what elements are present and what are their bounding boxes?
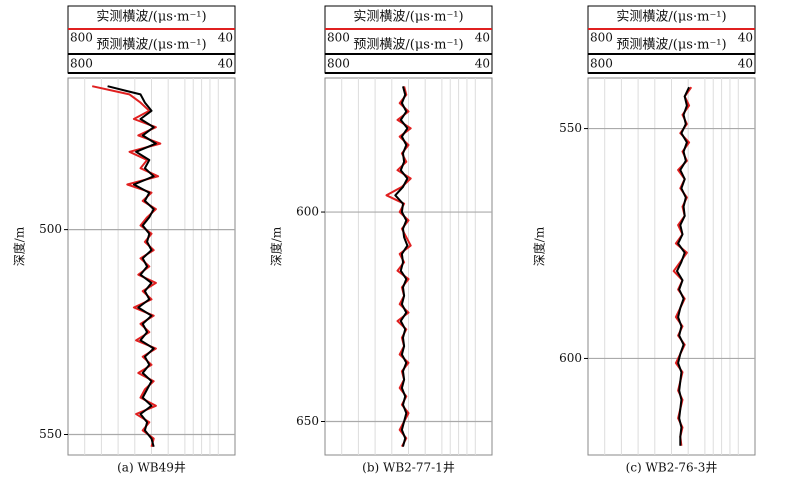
scale-left: 800 <box>327 57 350 71</box>
y-tick-label: 650 <box>296 414 319 428</box>
y-tick-label: 600 <box>296 205 319 219</box>
scale-left: 800 <box>70 57 93 71</box>
y-axis-label: 深度/m <box>12 226 27 266</box>
y-tick-label: 500 <box>39 222 62 236</box>
y-axis-label: 深度/m <box>269 226 284 266</box>
scale-right: 40 <box>218 57 233 71</box>
y-tick-label: 550 <box>559 121 582 135</box>
caption: (c) WB2-76-3井 <box>626 461 718 475</box>
legend-label: 实测横波/(μs·m⁻¹) <box>96 10 206 25</box>
log-curve <box>676 86 691 446</box>
scale-right: 40 <box>475 31 490 45</box>
scale-left: 800 <box>70 31 93 45</box>
y-axis-label: 深度/m <box>532 226 547 266</box>
legend-label: 预测横波/(μs·m⁻¹) <box>353 38 463 53</box>
legend-label: 实测横波/(μs·m⁻¹) <box>616 10 726 25</box>
scale-left: 800 <box>327 31 350 45</box>
scale-right: 40 <box>218 31 233 45</box>
legend-label: 预测横波/(μs·m⁻¹) <box>96 38 206 53</box>
log-curve <box>107 85 157 448</box>
y-tick-label: 600 <box>559 351 582 365</box>
scale-right: 40 <box>738 57 753 71</box>
legend-label: 实测横波/(μs·m⁻¹) <box>353 10 463 25</box>
log-curve <box>394 86 409 447</box>
caption: (b) WB2-77-1井 <box>362 461 455 475</box>
scale-left: 800 <box>590 31 613 45</box>
legend-label: 预测横波/(μs·m⁻¹) <box>616 38 726 53</box>
scale-left: 800 <box>590 57 613 71</box>
log-curve <box>385 86 412 448</box>
scale-right: 40 <box>738 31 753 45</box>
scale-right: 40 <box>475 57 490 71</box>
caption: (a) WB49井 <box>117 461 186 475</box>
y-tick-label: 550 <box>39 427 62 441</box>
